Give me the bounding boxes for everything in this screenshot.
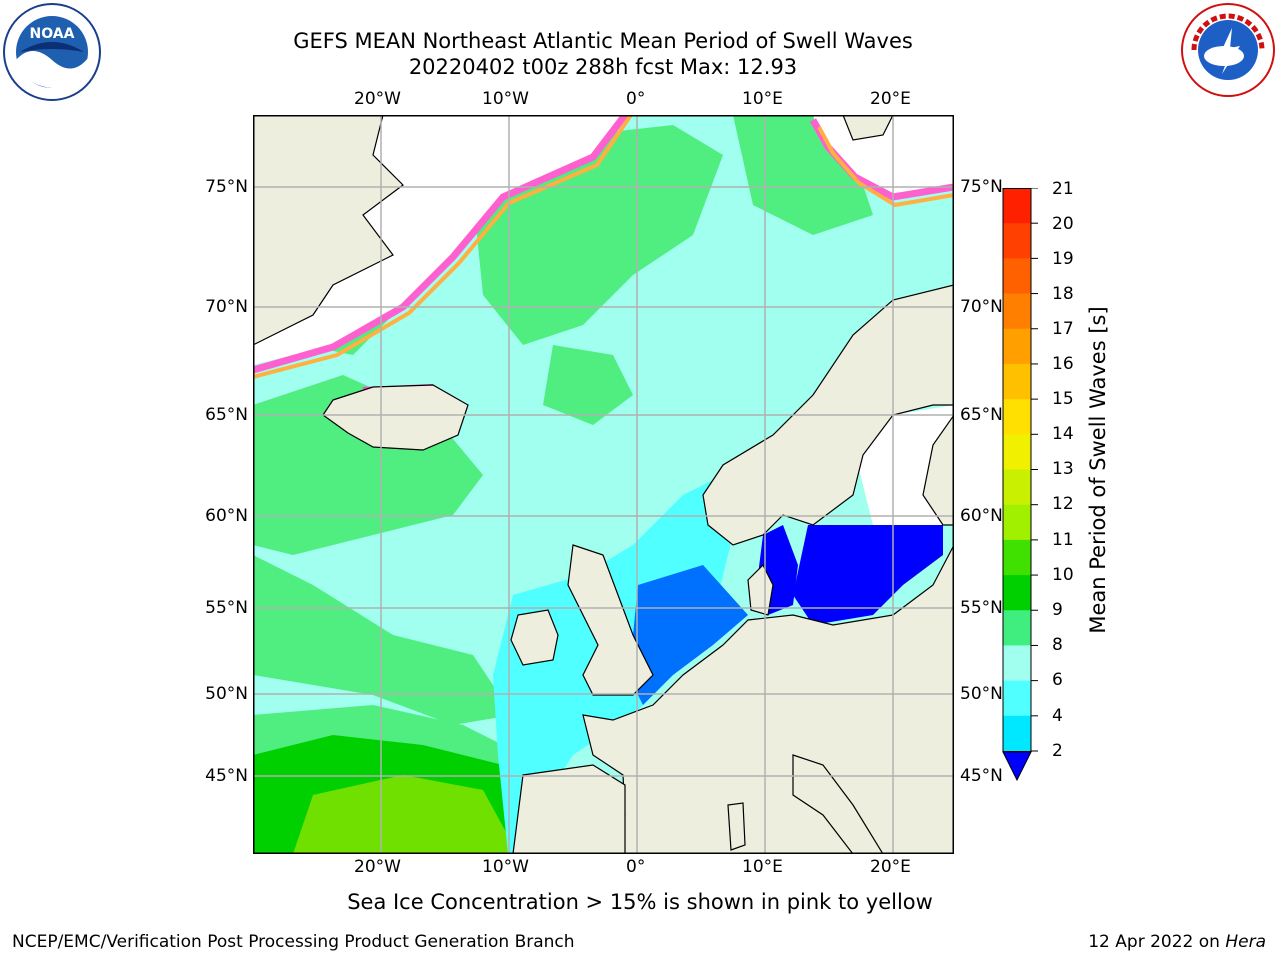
lat-label-45-left: 45°N [205, 766, 248, 786]
colorbar-segment [1003, 399, 1031, 435]
map-panel [253, 115, 954, 854]
ireland [510, 609, 559, 666]
swell-11-13s-region [293, 775, 518, 854]
lat-label-75-right: 75°N [960, 177, 1003, 197]
lon-label-10e-bottom: 10°E [742, 857, 783, 877]
colorbar-segment [1003, 293, 1031, 330]
colorbar-extend-arrow [1002, 751, 1032, 782]
colorbar-label-16: 16 [1052, 354, 1074, 374]
lat-label-70-left: 70°N [205, 297, 248, 317]
colorbar-ticks [1031, 188, 1038, 752]
colorbar-segment [1003, 645, 1031, 682]
footer-host: Hera [1225, 932, 1266, 952]
colorbar-label-21: 21 [1052, 179, 1074, 199]
colorbar-segment [1003, 258, 1031, 295]
sea-ice-edge [253, 115, 954, 393]
colorbar-label-2: 2 [1052, 741, 1063, 761]
colorbar-segment [1003, 223, 1031, 259]
noaa-logo: NOAA [3, 3, 101, 101]
lat-label-50-right: 50°N [960, 684, 1003, 704]
nws-logo [1181, 3, 1275, 97]
colorbar-segment [1003, 539, 1031, 576]
lat-label-75-left: 75°N [205, 177, 248, 197]
colorbar-segments [1003, 188, 1031, 752]
colorbar-segment [1003, 328, 1031, 365]
footer-date: 12 Apr 2022 on Hera [1088, 932, 1266, 952]
colorbar-label-8: 8 [1052, 635, 1063, 655]
map-title-line2: 20220402 t00z 288h fcst Max: 12.93 [408, 55, 798, 79]
iberia [512, 764, 626, 854]
colorbar-segment [1003, 575, 1031, 611]
map-title-line1: GEFS MEAN Northeast Atlantic Mean Period… [293, 29, 913, 53]
sea-ice-caption: Sea Ice Concentration > 15% is shown in … [347, 890, 933, 914]
lat-label-45-right: 45°N [960, 766, 1003, 786]
map-frame [253, 115, 954, 854]
colorbar-label-9: 9 [1052, 600, 1063, 620]
colorbar-label-14: 14 [1052, 424, 1074, 444]
lon-label-20w-bottom: 20°W [354, 857, 401, 877]
colorbar-label-13: 13 [1052, 459, 1074, 479]
colorbar-segment [1003, 504, 1031, 541]
lon-label-20e-top: 20°E [870, 89, 911, 109]
lat-label-50-left: 50°N [205, 684, 248, 704]
colorbar-title: Mean Period of Swell Waves [s] [1086, 306, 1110, 634]
lon-label-10w-bottom: 10°W [482, 857, 529, 877]
lon-label-10e-top: 10°E [742, 89, 783, 109]
lon-label-0-bottom: 0° [626, 857, 646, 877]
colorbar-label-4: 4 [1052, 706, 1063, 726]
colorbar-segment [1003, 188, 1031, 224]
colorbar-label-17: 17 [1052, 319, 1074, 339]
lat-label-60-left: 60°N [205, 506, 248, 526]
colorbar-segment [1003, 680, 1031, 717]
colorbar-label-19: 19 [1052, 249, 1074, 269]
iceland [322, 384, 469, 451]
colorbar-label-6: 6 [1052, 670, 1063, 690]
lat-label-60-right: 60°N [960, 506, 1003, 526]
footer-branch: NCEP/EMC/Verification Post Processing Pr… [12, 932, 575, 952]
colorbar-label-11: 11 [1052, 530, 1074, 550]
colorbar-label-12: 12 [1052, 494, 1074, 514]
svg-text:NOAA: NOAA [30, 26, 75, 42]
colorbar-segment [1003, 363, 1031, 400]
colorbar-segment [1003, 715, 1031, 752]
colorbar [1002, 188, 1038, 782]
footer-date-text: 12 Apr 2022 on [1088, 932, 1226, 952]
lat-label-55-left: 55°N [205, 598, 248, 618]
lat-label-65-left: 65°N [205, 405, 248, 425]
colorbar-label-15: 15 [1052, 389, 1074, 409]
colorbar-label-20: 20 [1052, 214, 1074, 234]
lat-label-55-right: 55°N [960, 598, 1003, 618]
colorbar-segment [1003, 610, 1031, 646]
colorbar-label-10: 10 [1052, 565, 1074, 585]
colorbar-label-18: 18 [1052, 284, 1074, 304]
lon-label-20e-bottom: 20°E [870, 857, 911, 877]
colorbar-segment [1003, 434, 1031, 470]
lon-label-20w-top: 20°W [354, 89, 401, 109]
lon-label-10w-top: 10°W [482, 89, 529, 109]
lon-label-0-top: 0° [626, 89, 646, 109]
colorbar-segment [1003, 469, 1031, 506]
graticule [253, 115, 954, 854]
lat-label-65-right: 65°N [960, 405, 1003, 425]
lat-label-70-right: 70°N [960, 297, 1003, 317]
great-britain [567, 544, 654, 696]
